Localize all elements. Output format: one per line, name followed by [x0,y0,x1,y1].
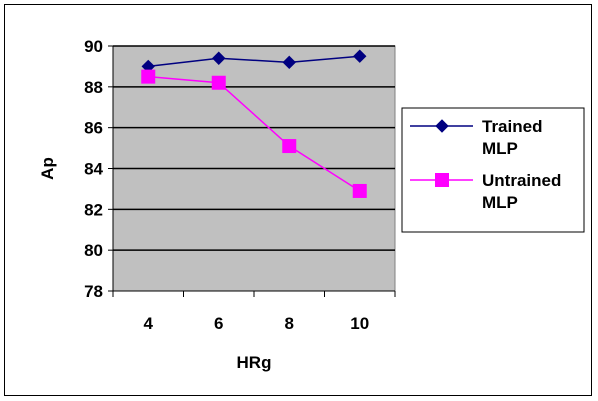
diamond-marker [353,49,367,63]
legend-item: Untrained MLP [410,171,561,212]
square-marker [435,173,449,187]
y-tick-label: 78 [84,282,103,301]
square-marker [352,183,367,198]
y-axis: 78 80 82 84 86 88 90 [84,37,114,301]
y-tick-label: 80 [84,241,103,260]
series-line [148,75,361,192]
legend: Trained MLP Untrained MLP [401,107,585,233]
x-tick-label: 8 [285,314,294,333]
legend-box [401,107,585,233]
series-line [148,55,360,68]
series-layer [141,49,367,198]
x-tick-label: 4 [144,314,154,333]
legend-label: Untrained [482,171,561,190]
x-tick-label: 10 [350,314,369,333]
diamond-marker [435,119,449,133]
diamond-marker [212,51,226,65]
square-marker [282,139,297,154]
series-untrained-mlp [141,69,367,198]
y-axis-label: Ap [38,157,57,180]
diamond-marker [282,55,296,70]
legend-label: Trained [482,117,542,136]
x-tick-label: 6 [214,314,223,333]
x-axis: 4 6 8 10 [112,290,396,333]
legend-label: MLP [482,139,518,158]
square-marker [141,69,156,84]
square-marker [211,75,226,90]
y-tick-label: 84 [84,160,103,179]
y-tick-label: 90 [84,37,103,56]
x-axis-label: HRg [237,353,272,372]
y-tick-label: 86 [84,119,103,138]
legend-item: Trained MLP [410,117,542,158]
series-trained-mlp [141,49,367,74]
legend-label: MLP [482,193,518,212]
y-tick-label: 88 [84,78,103,97]
y-tick-label: 82 [84,200,103,219]
gridlines [113,45,395,251]
